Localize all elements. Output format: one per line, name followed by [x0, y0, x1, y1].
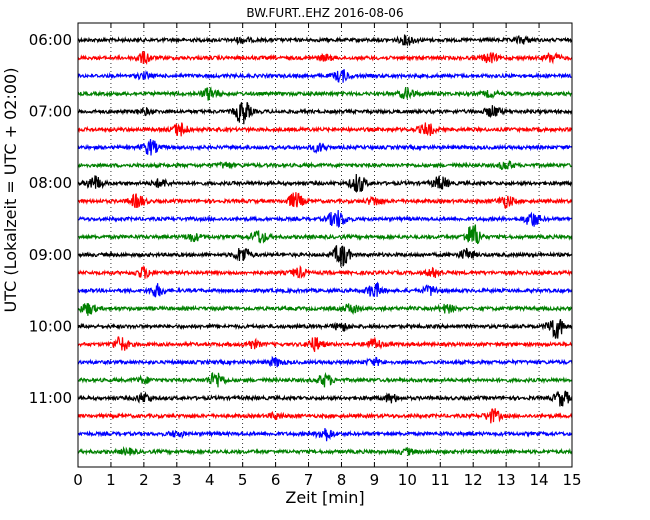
seismic-trace: [77, 160, 573, 171]
seismic-trace: [77, 428, 573, 442]
x-tick-label: 13: [497, 471, 516, 489]
y-tick-label: 07:00: [29, 103, 72, 121]
seismic-trace: [77, 86, 573, 101]
x-tick-label: 8: [337, 471, 347, 489]
seismic-trace: [77, 192, 573, 209]
seismic-trace: [77, 355, 573, 368]
x-tick-label: 14: [530, 471, 549, 489]
seismic-trace: [77, 303, 573, 316]
seismic-trace: [77, 336, 573, 352]
x-tick-label: 2: [139, 471, 149, 489]
seismic-trace: [77, 34, 573, 47]
y-tick-label: 08:00: [29, 174, 72, 192]
y-tick-label: 06:00: [29, 31, 72, 49]
seismic-trace: [77, 138, 573, 156]
x-axis-label: Zeit [min]: [285, 488, 364, 507]
chart-title: BW.FURT..EHZ 2016-08-06: [246, 6, 403, 20]
seismic-trace: [77, 265, 573, 280]
vertical-grid: [110, 23, 540, 467]
axis-ticks: 0 1 2 3 4 5 6 7 8 9 10 11 12 13 14 1506:0007:0008:0009:…: [29, 23, 582, 489]
seismic-trace: [77, 173, 573, 193]
seismic-trace: [77, 224, 573, 245]
seismic-trace: [77, 281, 573, 298]
seismic-trace: [77, 244, 573, 267]
seismic-trace: [77, 408, 573, 424]
x-tick-label: 9: [370, 471, 380, 489]
seismic-trace: [77, 51, 573, 65]
plot-frame: [77, 22, 573, 468]
seismic-trace: [77, 319, 573, 339]
y-tick-label: 09:00: [29, 246, 72, 264]
seismic-trace: [77, 390, 573, 407]
x-tick-label: 5: [238, 471, 248, 489]
x-tick-label: 1: [106, 471, 116, 489]
x-tick-label: 12: [464, 471, 483, 489]
x-tick-label: 11: [431, 471, 450, 489]
x-tick-label: 4: [205, 471, 215, 489]
seismic-trace: [77, 209, 573, 228]
seismic-trace: [77, 69, 573, 83]
y-axis-label: UTC (Lokalzeit = UTC + 02:00): [1, 68, 20, 313]
x-tick-label: 7: [304, 471, 314, 489]
x-tick-label: 10: [398, 471, 417, 489]
x-tick-label: 0: [73, 471, 83, 489]
x-tick-label: 15: [562, 471, 581, 489]
seismic-trace: [77, 371, 573, 388]
seismic-trace: [77, 102, 573, 125]
seismic-trace: [77, 445, 573, 456]
y-tick-label: 11:00: [29, 389, 72, 407]
trace-group: [77, 34, 573, 456]
x-tick-label: 3: [172, 471, 182, 489]
x-tick-label: 6: [271, 471, 281, 489]
y-tick-label: 10:00: [29, 317, 72, 335]
seismic-trace: [77, 122, 573, 137]
